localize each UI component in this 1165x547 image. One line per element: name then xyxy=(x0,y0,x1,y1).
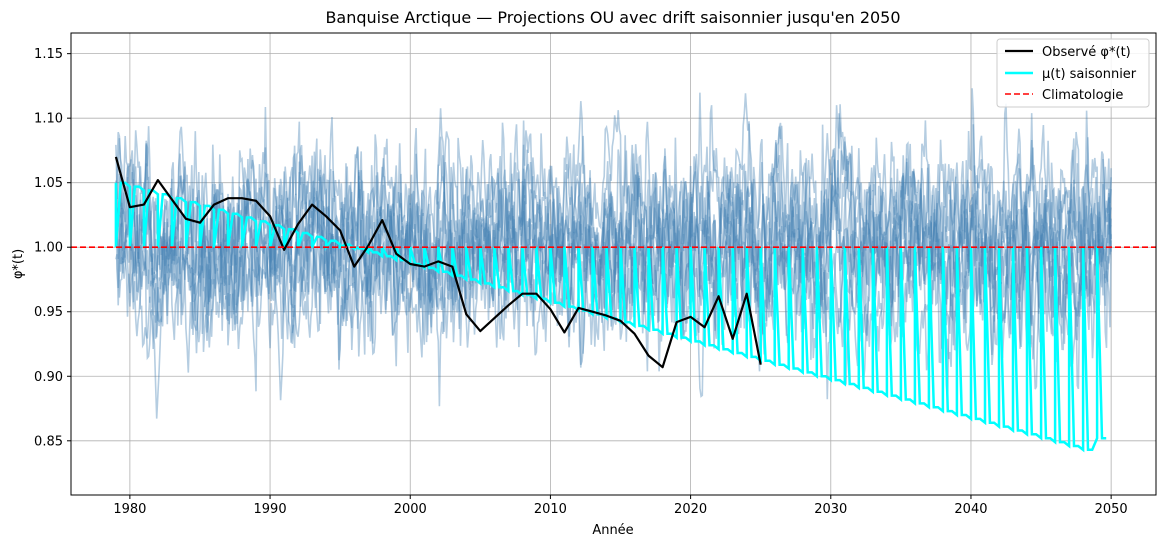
y-tick-label: 0.85 xyxy=(34,434,63,449)
chart-title: Banquise Arctique — Projections OU avec … xyxy=(325,8,900,27)
x-tick-label: 2020 xyxy=(674,502,707,517)
legend: Observé φ*(t) μ(t) saisonnier Climatolog… xyxy=(996,38,1150,108)
simulation-path xyxy=(115,124,1112,398)
x-tick-label: 2000 xyxy=(394,502,427,517)
x-axis-ticks: 1980 1990 2000 2010 2020 2030 2040 2050 xyxy=(113,495,1128,517)
y-tick-label: 0.95 xyxy=(34,305,63,320)
y-tick-label: 1.00 xyxy=(34,241,63,256)
y-tick-label: 0.90 xyxy=(34,370,63,385)
x-tick-label: 1980 xyxy=(113,502,146,517)
simulation-path xyxy=(115,108,1112,392)
x-tick-label: 2040 xyxy=(954,502,987,517)
x-axis-label: Année xyxy=(592,523,633,538)
y-tick-label: 1.15 xyxy=(34,47,63,62)
plot-frame xyxy=(70,32,1157,496)
legend-label-observed: Observé φ*(t) xyxy=(1042,45,1131,60)
y-axis-ticks: 0.85 0.90 0.95 1.00 1.05 1.10 1.15 xyxy=(34,47,71,449)
simulation-path xyxy=(115,103,1112,372)
y-tick-label: 1.05 xyxy=(34,176,63,191)
legend-box xyxy=(996,38,1150,108)
y-tick-label: 1.10 xyxy=(34,112,63,127)
observed-line xyxy=(114,156,762,369)
simulation-path xyxy=(115,134,1112,419)
simulation-path xyxy=(115,101,1112,390)
observed-series xyxy=(114,156,762,369)
y-axis-label: φ*(t) xyxy=(11,249,26,279)
legend-label-climatology: Climatologie xyxy=(1042,88,1123,103)
x-tick-label: 2050 xyxy=(1095,502,1128,517)
mu-series xyxy=(114,181,1107,453)
legend-label-mu: μ(t) saisonnier xyxy=(1042,67,1137,82)
x-tick-label: 1990 xyxy=(254,502,287,517)
x-tick-label: 2030 xyxy=(814,502,847,517)
x-tick-label: 2010 xyxy=(534,502,567,517)
mu-line xyxy=(114,181,1107,453)
